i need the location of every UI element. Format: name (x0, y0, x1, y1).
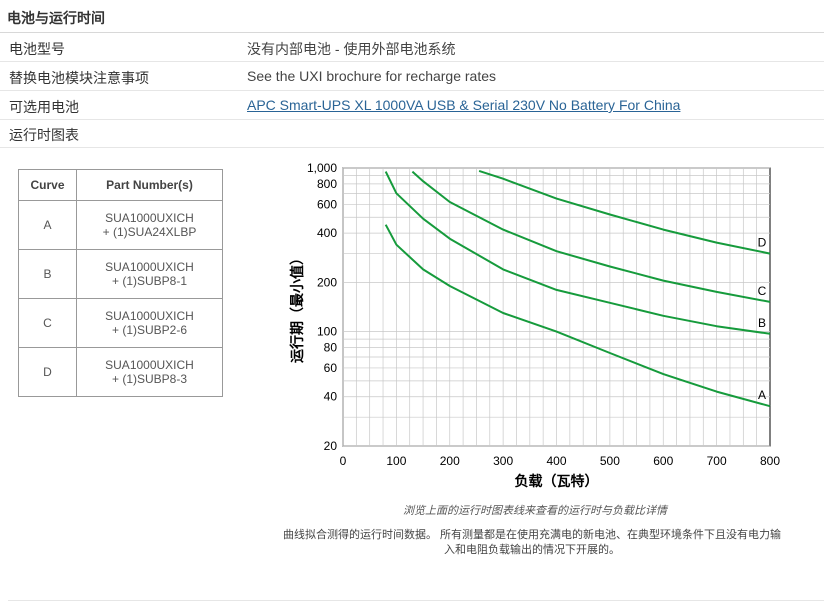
table-row: A SUA1000UXICH + (1)SUA24XLBP (18, 200, 223, 250)
table-header-row: Curve Part Number(s) (18, 169, 223, 201)
series-line-d (478, 169, 771, 255)
spec-row-replacement-notes: 替换电池模块注意事项 See the UXI brochure for rech… (0, 62, 824, 91)
spec-value: 没有内部电池 - 使用外部电池系统 (247, 41, 456, 57)
x-tick-label: 600 (653, 454, 673, 468)
optional-battery-link[interactable]: APC Smart-UPS XL 1000VA USB & Serial 230… (247, 97, 681, 113)
y-tick-label: 400 (317, 226, 337, 240)
part-line: + (1)SUBP2-6 (111, 323, 188, 337)
part-line: SUA1000UXICH (105, 309, 194, 323)
divider (8, 600, 824, 601)
table-row: C SUA1000UXICH + (1)SUBP2-6 (18, 298, 223, 348)
y-tick-label: 200 (317, 275, 337, 289)
runtime-chart-svg: 0 100 200 300 400 500 600 700 800204060801002004… (289, 161, 780, 490)
x-tick-label: 800 (760, 454, 780, 468)
part-line: SUA1000UXICH (105, 260, 194, 274)
part-line: SUA1000UXICH (105, 211, 194, 225)
spec-row-runtime-chart: 运行时图表 (0, 119, 824, 148)
y-tick-label: 600 (317, 197, 337, 211)
curve-part-table: Curve Part Number(s) A SUA1000UXICH + (1)… (18, 169, 223, 397)
series-label-c: C (758, 284, 767, 298)
curve-cell: B (18, 249, 77, 299)
y-tick-label: 80 (324, 340, 338, 354)
spec-label: 运行时图表 (9, 127, 79, 143)
x-tick-label: 100 (386, 454, 406, 468)
spec-label: 可选用电池 (9, 99, 79, 115)
y-tick-label: 800 (317, 177, 337, 191)
series-label-a: A (758, 388, 766, 402)
spec-value: APC Smart-UPS XL 1000VA USB & Serial 230… (247, 97, 680, 113)
x-axis-title: 负载（瓦特） (515, 473, 599, 490)
series-line-c (411, 170, 771, 303)
x-tick-label: 500 (600, 454, 620, 468)
section-header: 电池与运行时间 (0, 0, 824, 33)
part-line: + (1)SUBP8-3 (111, 372, 188, 386)
y-tick-label: 60 (324, 361, 338, 375)
header-part-numbers: Part Number(s) (76, 169, 223, 201)
x-tick-label: 200 (440, 454, 460, 468)
table-row: B SUA1000UXICH + (1)SUBP8-1 (18, 249, 223, 299)
part-cell: SUA1000UXICH + (1)SUA24XLBP (76, 200, 223, 250)
curve-cell: D (18, 347, 77, 397)
y-tick-label: 100 (317, 325, 337, 339)
part-line: + (1)SUA24XLBP (102, 225, 197, 239)
y-axis-title: 运行期（最小值） (289, 251, 306, 363)
chart-note: 曲线拟合测得的运行时间数据。 所有测量都是在使用充满电的新电池、在典型环境条件下… (282, 529, 782, 556)
section-title: 电池与运行时间 (7, 10, 105, 26)
series-label-b: B (758, 316, 766, 330)
table-row: D SUA1000UXICH + (1)SUBP8-3 (18, 347, 223, 397)
part-cell: SUA1000UXICH + (1)SUBP2-6 (76, 298, 223, 348)
y-tick-label: 20 (324, 439, 338, 453)
x-tick-label: 300 (493, 454, 513, 468)
header-curve: Curve (18, 169, 77, 201)
part-line: SUA1000UXICH (105, 358, 194, 372)
series-line-a (384, 224, 771, 408)
y-tick-label: 40 (324, 390, 338, 404)
part-line: + (1)SUBP8-1 (111, 274, 188, 288)
x-tick-label: 700 (707, 454, 727, 468)
x-tick-label: 0 (340, 454, 347, 468)
spec-row-battery-model: 电池型号 没有内部电池 - 使用外部电池系统 (0, 33, 824, 62)
spec-value: See the UXI brochure for recharge rates (247, 68, 497, 84)
series-line-b (384, 171, 771, 335)
runtime-chart: 0 100 200 300 400 500 600 700 800 20 40 60 80 100 200 4… (280, 155, 780, 495)
curve-cell: A (18, 200, 77, 250)
spec-label: 电池型号 (9, 41, 65, 57)
part-cell: SUA1000UXICH + (1)SUBP8-3 (76, 347, 223, 397)
series-label-d: D (758, 236, 767, 250)
y-tick-label: 1,000 (307, 161, 337, 175)
chart-caption: 浏览上面的运行时图表线来查看的运行时与负载比详情 (403, 505, 667, 517)
part-cell: SUA1000UXICH + (1)SUBP8-1 (76, 249, 223, 299)
spec-label: 替换电池模块注意事项 (9, 70, 149, 86)
x-tick-label: 400 (546, 454, 566, 468)
spec-row-optional-battery: 可选用电池 APC Smart-UPS XL 1000VA USB & Seri… (0, 91, 824, 120)
curve-cell: C (18, 298, 77, 348)
